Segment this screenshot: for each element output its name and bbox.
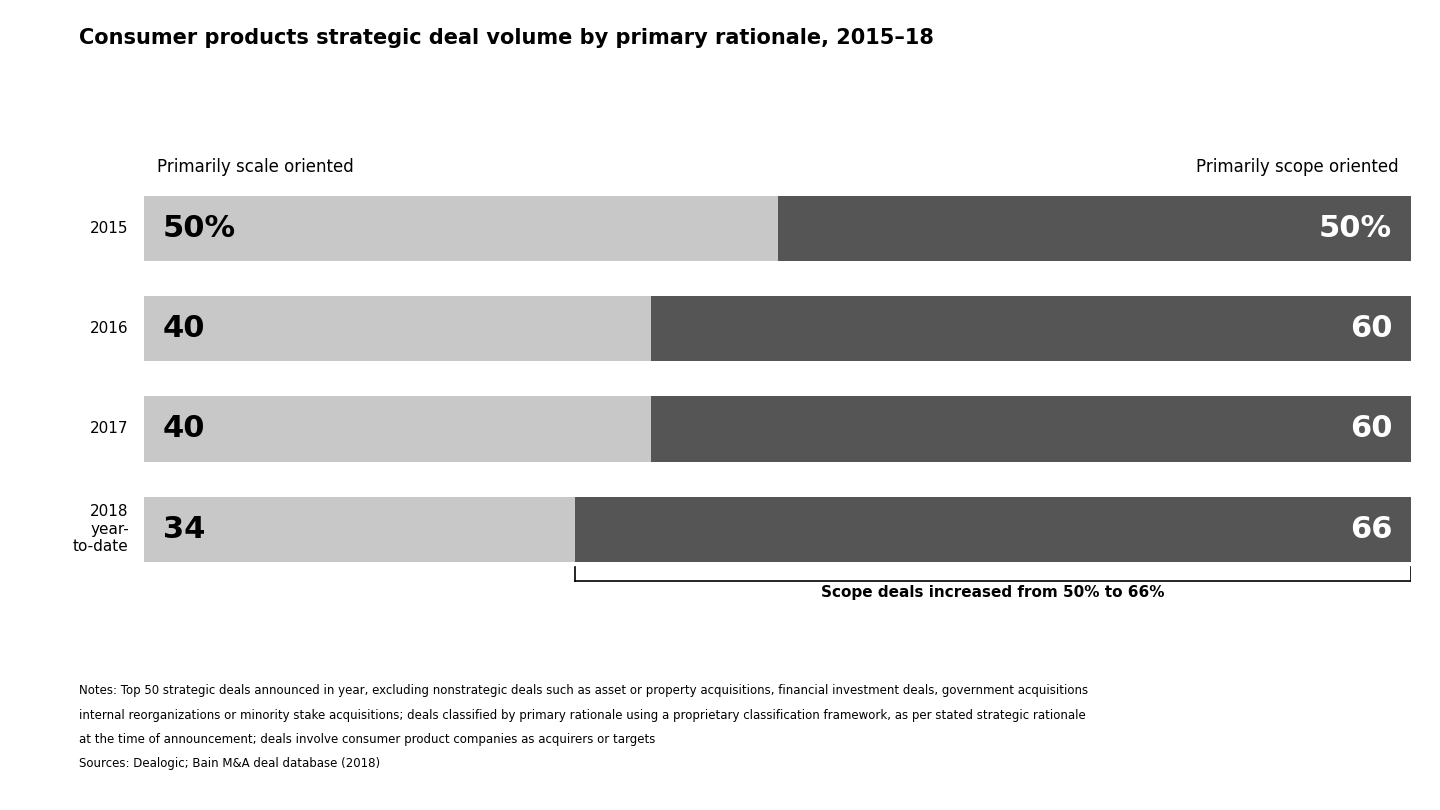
- Bar: [575, 497, 1411, 562]
- Bar: [144, 396, 651, 462]
- Text: 34: 34: [163, 514, 206, 544]
- Text: 2017: 2017: [91, 421, 128, 437]
- Bar: [651, 396, 1411, 462]
- Text: 66: 66: [1349, 514, 1392, 544]
- Bar: [651, 296, 1411, 361]
- Text: 2016: 2016: [91, 321, 128, 336]
- Text: Consumer products strategic deal volume by primary rationale, 2015–18: Consumer products strategic deal volume …: [79, 28, 935, 49]
- Bar: [144, 196, 778, 261]
- Text: 60: 60: [1349, 415, 1392, 443]
- Text: Notes: Top 50 strategic deals announced in year, excluding nonstrategic deals su: Notes: Top 50 strategic deals announced …: [79, 684, 1089, 697]
- Text: internal reorganizations or minority stake acquisitions; deals classified by pri: internal reorganizations or minority sta…: [79, 709, 1086, 722]
- Text: 2015: 2015: [91, 221, 128, 236]
- Text: Primarily scope oriented: Primarily scope oriented: [1195, 158, 1398, 177]
- Bar: [144, 497, 575, 562]
- Bar: [144, 296, 651, 361]
- Text: Primarily scale oriented: Primarily scale oriented: [157, 158, 353, 177]
- Text: 40: 40: [163, 415, 206, 443]
- Text: 2018
year-
to-date: 2018 year- to-date: [73, 505, 128, 554]
- Text: Sources: Dealogic; Bain M&A deal database (2018): Sources: Dealogic; Bain M&A deal databas…: [79, 757, 380, 770]
- Text: at the time of announcement; deals involve consumer product companies as acquire: at the time of announcement; deals invol…: [79, 733, 655, 746]
- Text: 50%: 50%: [163, 214, 236, 243]
- Bar: [778, 196, 1411, 261]
- Text: 60: 60: [1349, 314, 1392, 343]
- Text: 50%: 50%: [1319, 214, 1392, 243]
- Text: 40: 40: [163, 314, 206, 343]
- Text: Scope deals increased from 50% to 66%: Scope deals increased from 50% to 66%: [821, 586, 1165, 600]
